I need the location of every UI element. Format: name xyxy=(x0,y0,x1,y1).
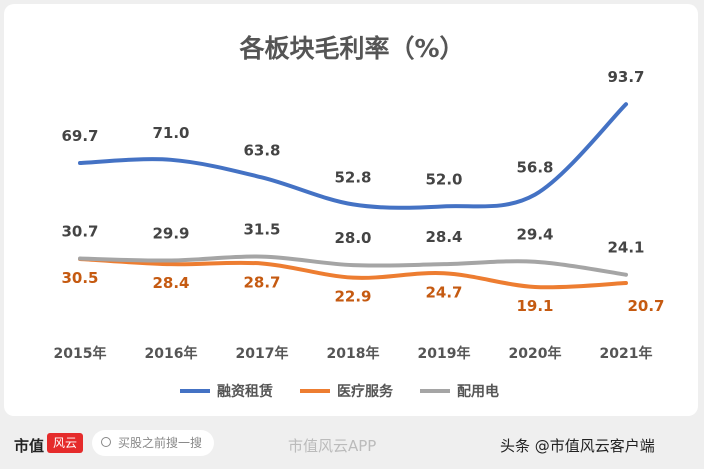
data-label: 63.8 xyxy=(243,141,280,159)
legend-label: 医疗服务 xyxy=(337,383,394,400)
series-line-1 xyxy=(78,257,628,290)
data-label: 31.5 xyxy=(243,221,280,239)
brand-badge: 风云 xyxy=(47,433,83,453)
x-tick-label: 2018年 xyxy=(327,345,380,362)
footer-bar: 市值 风云 买股之前搜一搜 市值风云APP 头条 @市值风云客户端 xyxy=(0,420,704,469)
data-label: 28.0 xyxy=(334,229,371,247)
x-tick-label: 2016年 xyxy=(145,345,198,362)
legend-label: 融资租赁 xyxy=(217,383,273,400)
chart-card xyxy=(4,4,698,416)
data-label: 28.4 xyxy=(425,228,462,246)
data-label: 30.7 xyxy=(61,223,98,241)
data-label: 24.7 xyxy=(425,283,462,301)
series-line-0 xyxy=(78,102,628,210)
data-label: 52.8 xyxy=(334,168,371,186)
data-label: 22.9 xyxy=(334,288,371,306)
data-label: 29.4 xyxy=(516,226,553,244)
x-tick-label: 2019年 xyxy=(418,345,471,362)
data-label: 19.1 xyxy=(516,297,553,315)
data-label: 52.0 xyxy=(425,170,462,188)
data-label: 29.9 xyxy=(152,225,189,243)
x-tick-label: 2015年 xyxy=(54,345,107,362)
chart-title: 各板块毛利率（%） xyxy=(238,34,464,63)
data-label: 71.0 xyxy=(152,124,189,142)
x-tick-label: 2017年 xyxy=(236,345,289,362)
x-tick-label: 2020年 xyxy=(509,345,562,362)
data-label: 69.7 xyxy=(61,127,98,145)
data-label: 20.7 xyxy=(627,297,664,315)
search-input[interactable]: 买股之前搜一搜 xyxy=(92,430,214,456)
data-label: 93.7 xyxy=(607,68,644,86)
x-tick-label: 2021年 xyxy=(600,345,653,362)
toutiao-credit: 头条 @市值风云客户端 xyxy=(500,437,655,455)
line-chart: 各板块毛利率（%） 2015年 2016年 2017年 2018年 2019年 2020年… xyxy=(54,34,665,400)
data-label: 28.4 xyxy=(152,274,189,292)
data-label: 28.7 xyxy=(243,273,280,291)
series-line-2 xyxy=(78,254,628,277)
data-label: 24.1 xyxy=(607,239,644,257)
brand-logo: 市值 xyxy=(14,437,45,455)
legend-label: 配用电 xyxy=(457,383,499,400)
weibo-credit: 市值风云APP xyxy=(288,437,377,455)
data-label: 56.8 xyxy=(516,159,553,177)
data-label: 30.5 xyxy=(61,269,98,287)
